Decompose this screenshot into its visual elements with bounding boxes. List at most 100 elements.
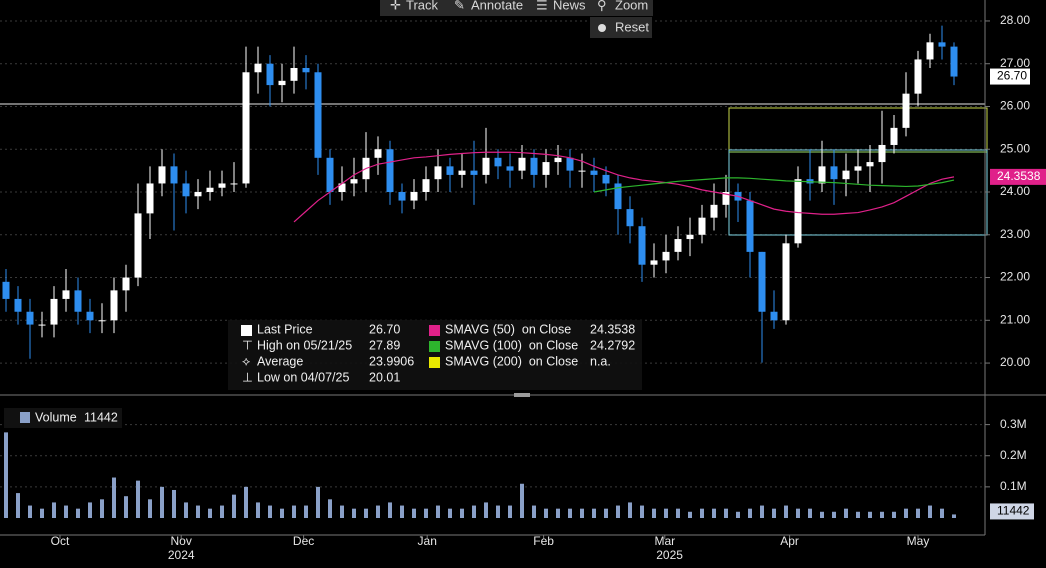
sma-line bbox=[593, 177, 955, 193]
volume-bar bbox=[640, 505, 644, 518]
candle-body bbox=[254, 63, 262, 73]
candle-body bbox=[434, 166, 442, 180]
axis-tag-label: 11442 bbox=[997, 504, 1030, 518]
volume-bar bbox=[880, 511, 884, 518]
candle-body bbox=[110, 290, 118, 321]
candle-body bbox=[314, 72, 322, 158]
legend: Last Price 26.70 ⊤ High on 05/21/25 27.89 ⟡ Av… bbox=[241, 322, 635, 384]
candle-body bbox=[914, 59, 922, 94]
candle-body bbox=[590, 170, 598, 175]
candle-body bbox=[446, 166, 454, 175]
candle-body bbox=[182, 183, 190, 197]
volume-bar bbox=[772, 508, 776, 518]
candle-body bbox=[686, 234, 694, 240]
volume-bar bbox=[664, 508, 668, 518]
grid-layer bbox=[0, 20, 985, 488]
candle-body bbox=[458, 170, 466, 175]
candle-body bbox=[122, 277, 130, 291]
candle-body bbox=[602, 174, 610, 184]
volume-bar bbox=[520, 483, 524, 518]
candle-body bbox=[206, 187, 214, 193]
legend-name: Volume bbox=[35, 410, 77, 424]
legend-name: SMAVG (200) on Close bbox=[445, 354, 578, 368]
candle-body bbox=[326, 157, 334, 193]
volume-bar bbox=[532, 505, 536, 518]
legend-value: 27.89 bbox=[369, 338, 400, 352]
y-tick-label: 25.00 bbox=[1000, 141, 1030, 155]
annotate-button[interactable]: ✎ Annotate bbox=[454, 0, 523, 12]
volume-bar bbox=[436, 505, 440, 518]
axis-tag bbox=[990, 168, 1046, 185]
news-button[interactable]: ☰ News bbox=[536, 0, 586, 12]
volume-bar bbox=[4, 432, 8, 518]
candle-body bbox=[674, 239, 682, 252]
panel-handle[interactable] bbox=[514, 393, 530, 397]
volume-bar bbox=[844, 508, 848, 518]
reset-button[interactable]: Reset bbox=[590, 17, 652, 38]
legend-name: High on 05/21/25 bbox=[257, 338, 352, 352]
legend-value: 20.01 bbox=[369, 370, 400, 384]
volume-bar bbox=[916, 508, 920, 518]
volume-bar bbox=[460, 508, 464, 518]
candle-body bbox=[62, 290, 70, 299]
volume-bar bbox=[556, 508, 560, 518]
candle-body bbox=[470, 170, 478, 175]
candle-body bbox=[938, 42, 946, 47]
legend-icon: ⊤ bbox=[242, 338, 253, 352]
candle-body bbox=[158, 166, 166, 184]
candle-body bbox=[794, 179, 802, 244]
x-tick-label: Nov bbox=[171, 534, 192, 548]
volume-bar bbox=[712, 508, 716, 518]
legend-value: n.a. bbox=[590, 354, 611, 368]
volume-bar bbox=[796, 508, 800, 518]
legend-name: SMAVG (100) on Close bbox=[445, 338, 578, 352]
volume-bar bbox=[784, 505, 788, 518]
volume-bar bbox=[544, 508, 548, 518]
candle-body bbox=[98, 320, 106, 322]
x-tick-label: Feb bbox=[533, 534, 554, 548]
volume-bar bbox=[856, 511, 860, 518]
legend-value: 24.3538 bbox=[590, 322, 635, 336]
y-tick-label: 0.2M bbox=[1000, 448, 1027, 462]
candle-body bbox=[662, 251, 670, 261]
volume-bar bbox=[952, 514, 956, 518]
zoom-button[interactable]: ⚲ Zoom bbox=[597, 0, 648, 12]
candle-body bbox=[926, 42, 934, 60]
y-tick-label: 24.00 bbox=[1000, 184, 1030, 198]
candle-body bbox=[266, 63, 274, 86]
candle-body bbox=[578, 170, 586, 172]
candle-body bbox=[86, 311, 94, 321]
candle-body bbox=[494, 157, 502, 167]
axis-tag-label: 24.3538 bbox=[997, 169, 1041, 183]
y-tick-label: 0.1M bbox=[1000, 479, 1027, 493]
candle-body bbox=[26, 311, 34, 325]
volume-bar bbox=[292, 505, 296, 518]
candle-body bbox=[482, 157, 490, 175]
track-button[interactable]: ✛ Track bbox=[390, 0, 439, 12]
volume-bar bbox=[868, 511, 872, 518]
volume-bar bbox=[364, 508, 368, 518]
volume-bar bbox=[484, 502, 488, 518]
volume-bar bbox=[700, 508, 704, 518]
volume-bar bbox=[580, 508, 584, 518]
candle-body bbox=[350, 179, 358, 184]
candle-body bbox=[230, 183, 238, 185]
candle-body bbox=[770, 311, 778, 321]
x-tick-label: Mar bbox=[654, 534, 675, 548]
button-label: Annotate bbox=[471, 0, 523, 12]
y-tick-label: 21.00 bbox=[1000, 312, 1030, 326]
y-tick-label: 22.00 bbox=[1000, 270, 1030, 284]
candle-body bbox=[890, 127, 898, 145]
candle-body bbox=[866, 162, 874, 167]
axis-tag bbox=[990, 503, 1034, 520]
candle-body bbox=[830, 166, 838, 180]
candle-body bbox=[842, 170, 850, 180]
candle-body bbox=[902, 93, 910, 128]
volume-bar bbox=[472, 505, 476, 518]
candle-body bbox=[854, 166, 862, 171]
volume-bar bbox=[652, 508, 656, 518]
volume-bar bbox=[244, 486, 248, 518]
volume-bar bbox=[124, 496, 128, 518]
legend-value: 24.2792 bbox=[590, 338, 635, 352]
